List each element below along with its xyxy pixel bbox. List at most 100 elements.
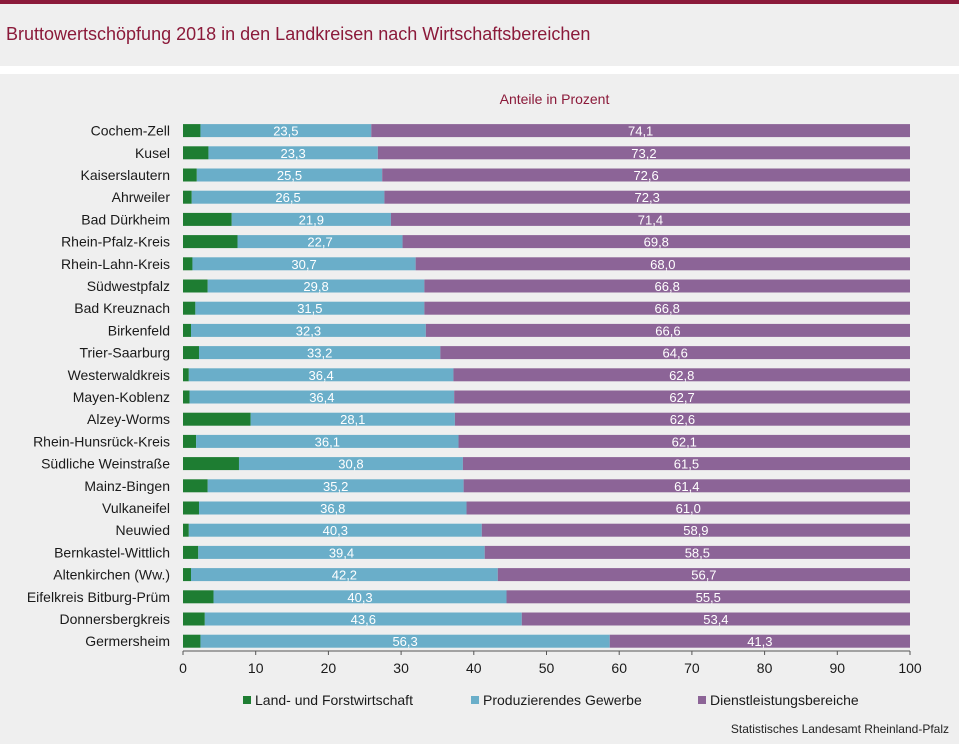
bar-segment [195, 301, 425, 315]
x-tick-label: 70 [684, 660, 700, 676]
data-label: 58,9 [683, 523, 708, 538]
bar-segment [497, 568, 910, 582]
bar-segment [183, 523, 189, 537]
category-label: Donnersbergkreis [60, 611, 171, 627]
data-label: 36,4 [308, 368, 333, 383]
bar-segment [183, 301, 196, 315]
bar-segment [204, 612, 522, 626]
bar-segment [458, 434, 910, 448]
bar-segment [453, 368, 910, 382]
bar-segment [198, 545, 485, 559]
category-label: Rhein-Hunsrück-Kreis [33, 433, 170, 449]
data-label: 42,2 [332, 568, 357, 583]
data-label: 62,6 [670, 412, 695, 427]
legend-swatch [243, 696, 251, 704]
data-label: 72,6 [633, 168, 658, 183]
x-tick-label: 50 [539, 660, 555, 676]
x-tick-label: 60 [611, 660, 627, 676]
x-tick-label: 80 [757, 660, 773, 676]
top-accent-rule [0, 0, 959, 4]
bar-segment [183, 168, 197, 182]
data-label: 71,4 [638, 212, 663, 227]
bar-segment [198, 346, 441, 360]
bar-segment [609, 634, 910, 648]
bar-segment [484, 545, 910, 559]
category-label: Trier-Saarburg [79, 345, 170, 361]
data-label: 21,9 [299, 212, 324, 227]
bar-segment [238, 457, 463, 471]
bar-segment [183, 190, 192, 204]
category-label: Neuwied [116, 522, 170, 538]
bar-segment [190, 568, 498, 582]
data-label: 36,8 [320, 501, 345, 516]
data-label: 33,2 [307, 346, 332, 361]
bar-segment [481, 523, 910, 537]
category-label: Mayen-Koblenz [73, 389, 170, 405]
bar-segment [183, 346, 199, 360]
bar-segment [183, 212, 232, 226]
bar-segment [183, 634, 201, 648]
bar-segment [189, 390, 455, 404]
bar-segment [402, 235, 910, 249]
data-label: 62,8 [669, 368, 694, 383]
category-label: Kusel [135, 145, 170, 161]
bar-segment [506, 590, 910, 604]
bar-segment [183, 568, 191, 582]
bar-segment [188, 368, 454, 382]
bar-segment [521, 612, 910, 626]
bar-segment [462, 457, 910, 471]
bar-segment [183, 390, 190, 404]
bar-segment [183, 612, 205, 626]
chart-subtitle: Anteile in Prozent [500, 91, 610, 107]
bar-segment [213, 590, 507, 604]
bar-segment [200, 634, 610, 648]
data-label: 43,6 [351, 612, 376, 627]
category-label: Westerwaldkreis [68, 367, 170, 383]
bar-segment [183, 368, 189, 382]
bar-segment [415, 257, 910, 271]
bar-segment [198, 501, 467, 515]
bar-segment [183, 257, 193, 271]
data-label: 29,8 [303, 279, 328, 294]
legend-swatch [471, 696, 479, 704]
bar-segment [207, 279, 425, 293]
category-label: Alzey-Worms [87, 411, 170, 427]
bar-segment [183, 235, 238, 249]
data-label: 61,4 [674, 479, 699, 494]
bar-segment [196, 168, 383, 182]
bar-segment [454, 390, 910, 404]
category-label: Südwestpfalz [87, 278, 170, 294]
bar-segment [377, 146, 910, 160]
bar-segment [183, 545, 199, 559]
bar-segment [190, 323, 426, 337]
bar-segment [200, 124, 372, 138]
data-label: 31,5 [297, 301, 322, 316]
data-label: 28,1 [340, 412, 365, 427]
x-tick-label: 100 [898, 660, 922, 676]
data-label: 53,4 [703, 612, 728, 627]
category-label: Altenkirchen (Ww.) [53, 567, 170, 583]
category-label: Rhein-Lahn-Kreis [61, 256, 170, 272]
bar-segment [454, 412, 910, 426]
x-tick-label: 40 [466, 660, 482, 676]
data-label: 26,5 [275, 190, 300, 205]
bar-segment [183, 124, 201, 138]
bar-segment [183, 434, 197, 448]
x-tick-label: 30 [393, 660, 409, 676]
legend-label: Land- und Forstwirtschaft [255, 692, 413, 708]
header-divider [0, 66, 959, 74]
data-label: 30,8 [338, 457, 363, 472]
bar-segment [371, 124, 911, 138]
data-label: 23,5 [273, 124, 298, 139]
data-label: 41,3 [747, 634, 772, 649]
legend-label: Produzierendes Gewerbe [483, 692, 642, 708]
bar-segment [384, 190, 910, 204]
data-label: 61,5 [674, 457, 699, 472]
data-label: 39,4 [329, 545, 354, 560]
data-label: 62,7 [669, 390, 694, 405]
bar-segment [191, 190, 385, 204]
bar-segment [188, 523, 482, 537]
data-label: 56,7 [691, 568, 716, 583]
data-label: 64,6 [663, 346, 688, 361]
